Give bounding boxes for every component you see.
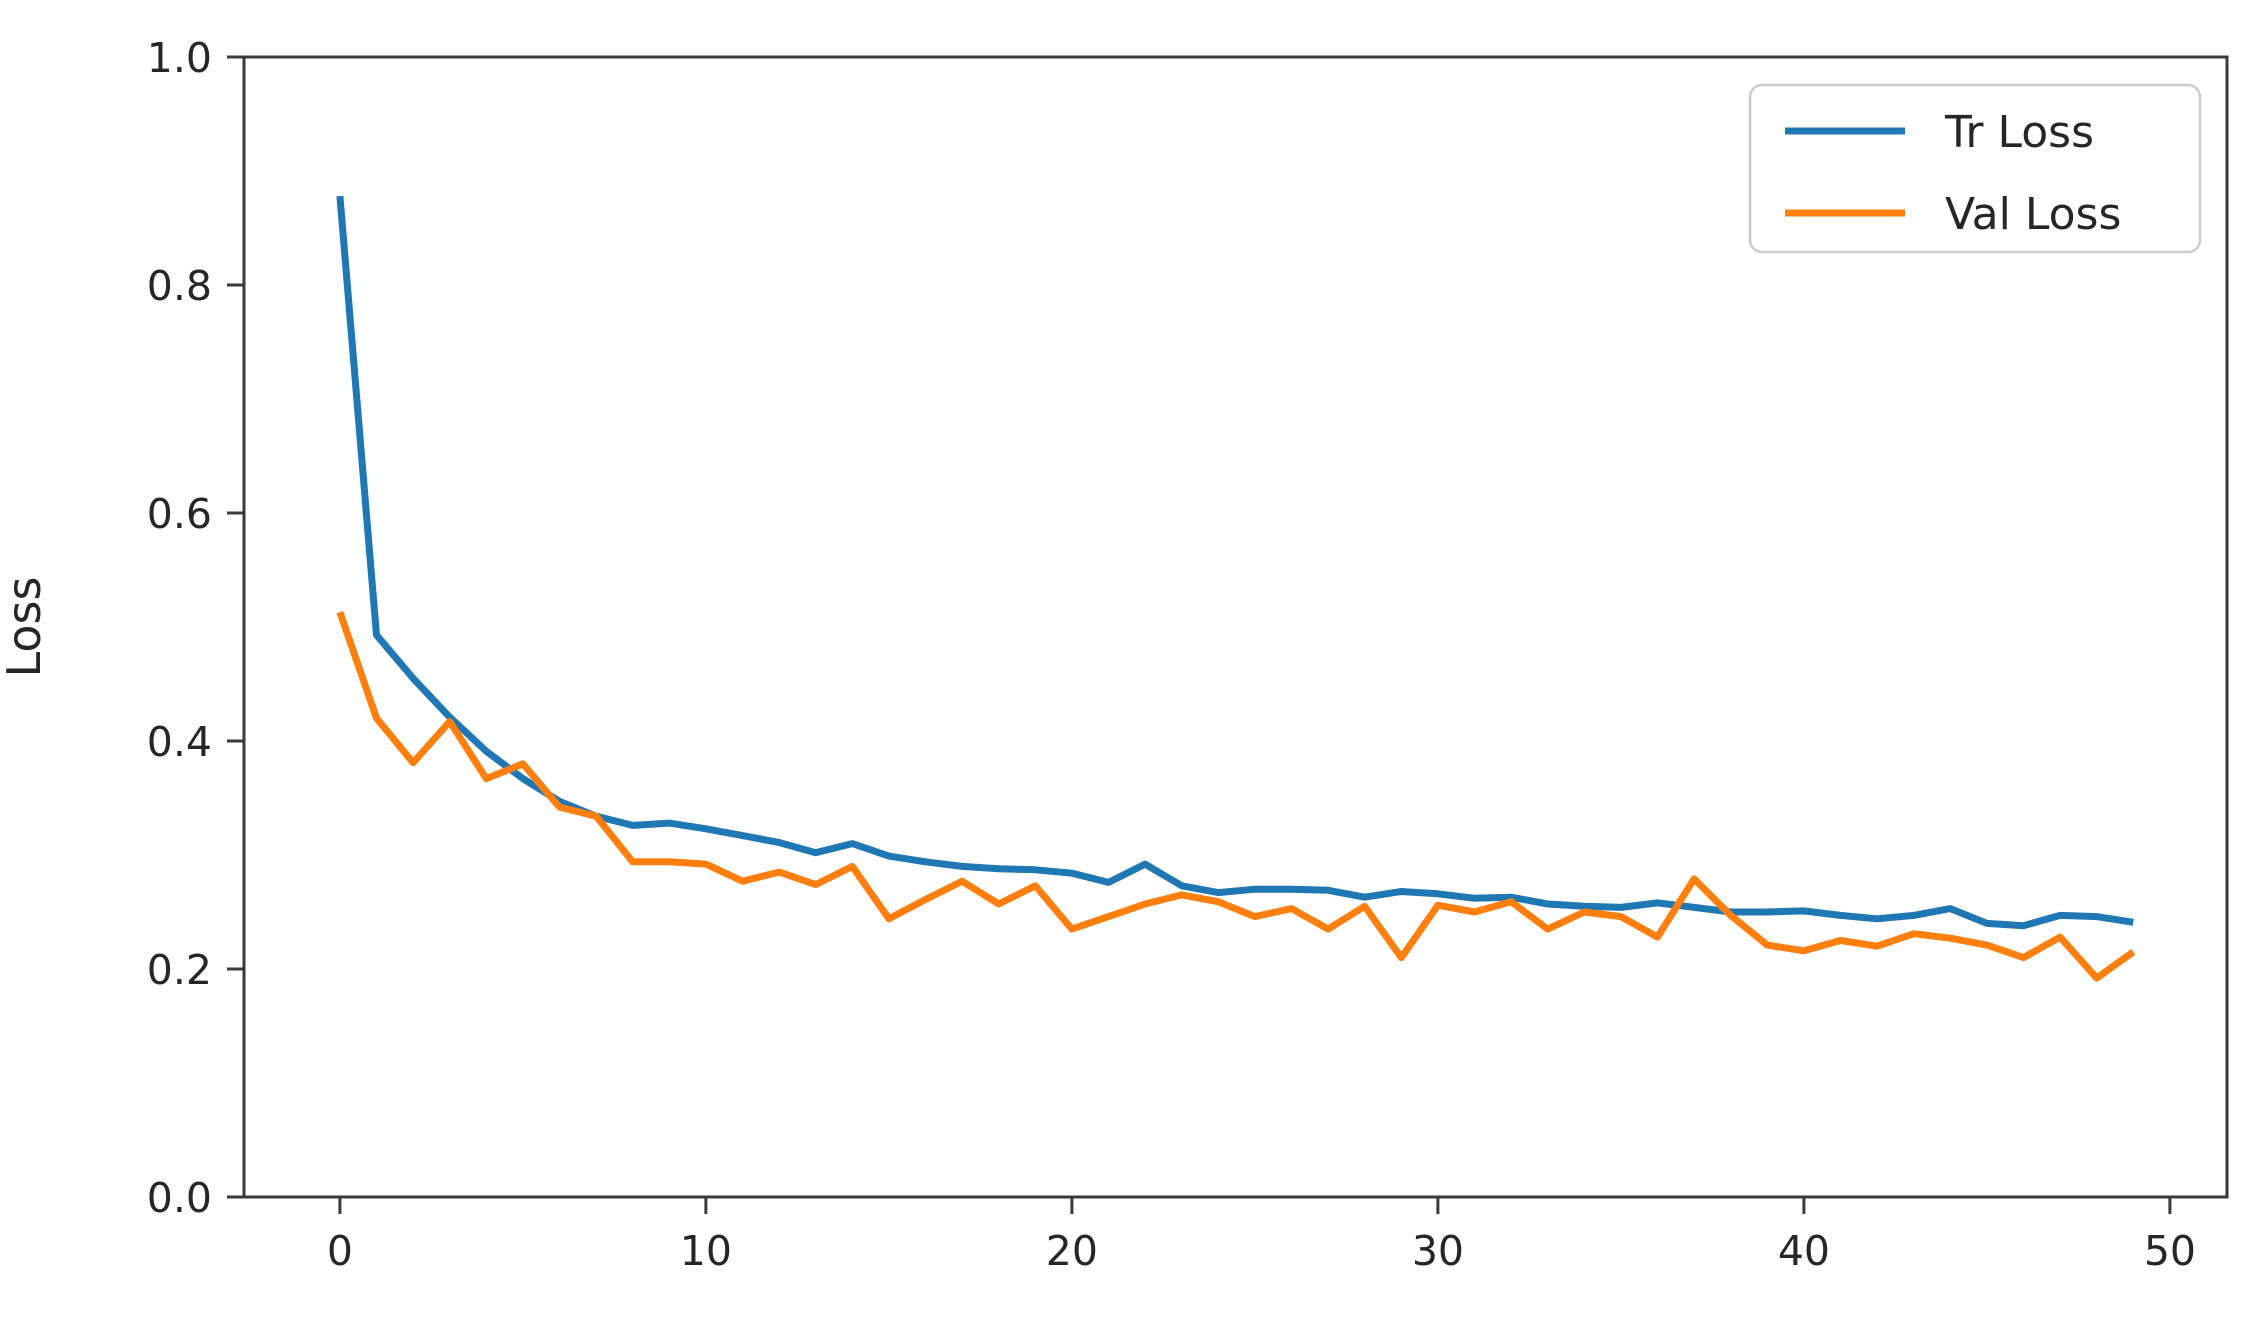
- x-tick-label-0: 0: [327, 1227, 353, 1275]
- x-tick-label-50: 50: [2144, 1227, 2196, 1275]
- x-tick-label-20: 20: [1046, 1227, 1098, 1275]
- data-series: [336, 195, 2136, 982]
- y-axis-ticks: 0.0 0.2 0.4 0.6 0.8 1.0: [147, 34, 244, 1222]
- x-tick-label-30: 30: [1412, 1227, 1464, 1275]
- x-tick-label-40: 40: [1778, 1227, 1830, 1275]
- y-tick-label-0.8: 0.8: [147, 262, 212, 310]
- legend: Tr Loss Val Loss: [1748, 83, 2202, 254]
- legend-label-val-loss: Val Loss: [1945, 189, 2121, 240]
- y-tick-label-0.6: 0.6: [147, 490, 212, 538]
- y-axis-label: Loss: [0, 577, 51, 678]
- x-axis-ticks: 0 10 20 30 40 50: [327, 1197, 2196, 1275]
- legend-label-tr-loss: Tr Loss: [1944, 107, 2094, 158]
- y-tick-label-0.4: 0.4: [147, 718, 212, 766]
- x-tick-label-10: 10: [680, 1227, 732, 1275]
- series-line-val-loss: [336, 611, 2136, 982]
- y-tick-label-0.2: 0.2: [147, 946, 212, 994]
- y-tick-label-0.0: 0.0: [147, 1174, 212, 1222]
- y-tick-label-1.0: 1.0: [147, 34, 212, 82]
- series-line-tr-loss: [336, 195, 2134, 930]
- plot-area-border: [242, 55, 2229, 1199]
